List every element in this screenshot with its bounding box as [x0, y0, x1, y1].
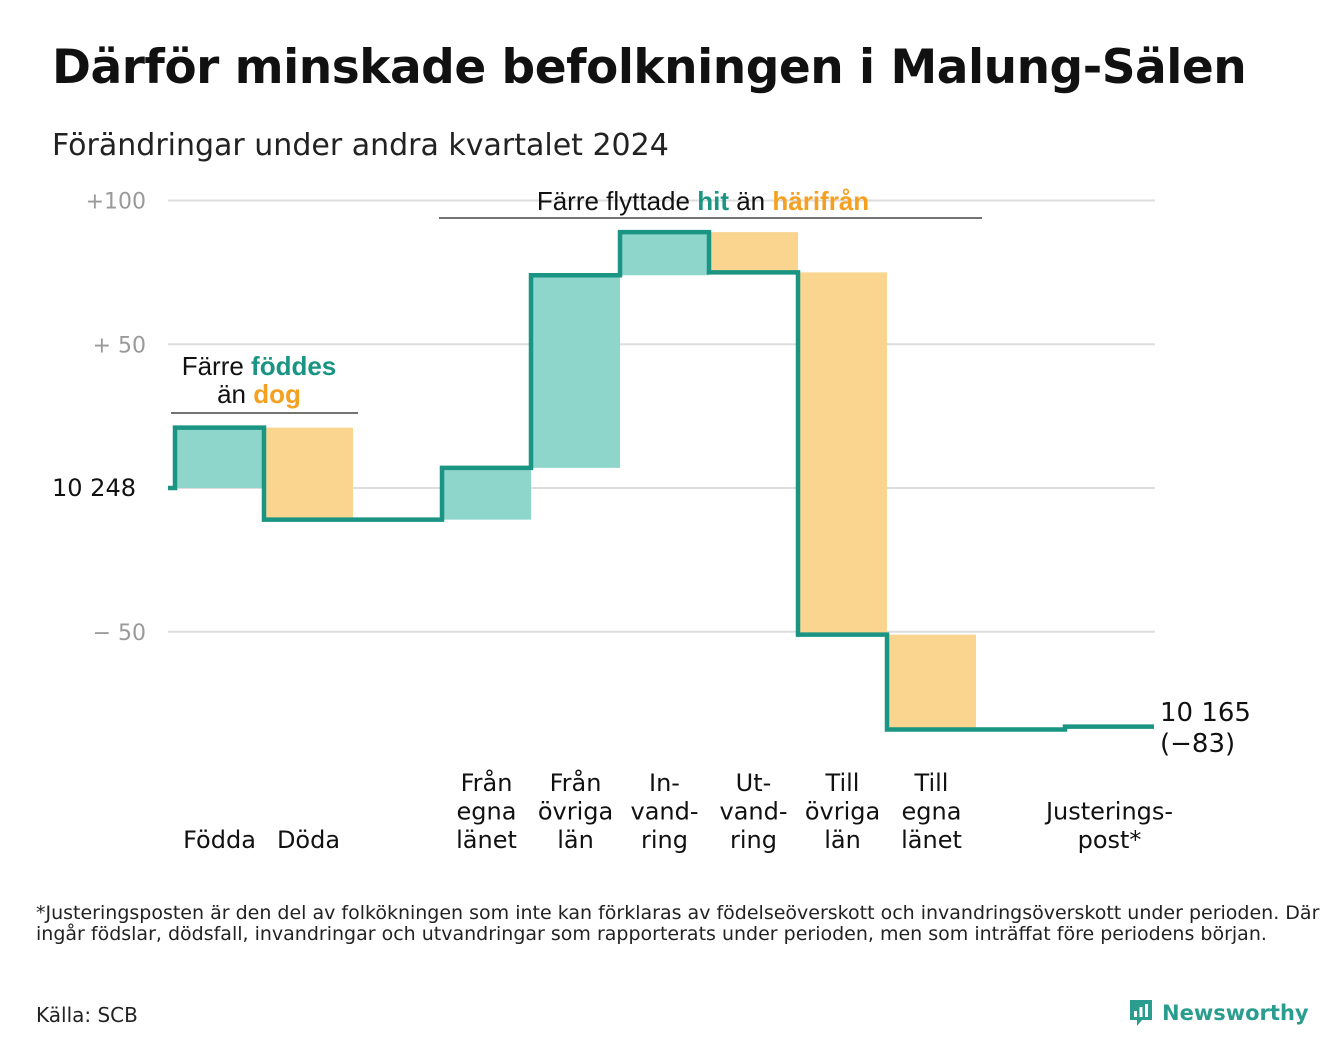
category-label: län: [824, 826, 861, 854]
category-label: länet: [456, 826, 517, 854]
annotation-word: hit: [697, 186, 729, 216]
category-label: Från: [550, 768, 602, 797]
annotation-word: föddes: [251, 351, 336, 381]
brand-name: Newsworthy: [1162, 1001, 1309, 1025]
chart-subtitle: Förändringar under andra kvartalet 2024: [52, 128, 669, 163]
category-label: vand-: [630, 798, 698, 826]
category-label: Ut-: [736, 769, 772, 797]
category-label: egna: [902, 798, 962, 826]
category-label: egna: [457, 798, 517, 826]
running-total-line: [168, 229, 1154, 732]
annotation-word: Färre: [182, 351, 251, 381]
inflow-bar: [531, 275, 620, 468]
net-change-label: (−83): [1160, 729, 1235, 759]
category-label: Födda: [183, 826, 256, 854]
y-tick-label: + 50: [93, 333, 146, 358]
category-label: övriga: [805, 798, 880, 826]
outflow-bar: [798, 272, 887, 635]
inflow-bar: [620, 232, 709, 276]
annotation-births-deaths-line2: än dog: [217, 379, 301, 409]
category-label: län: [557, 826, 594, 854]
annotation-word: dog: [253, 379, 301, 409]
inflow-bar: [442, 467, 531, 520]
outflow-bar: [264, 427, 353, 520]
footnote: *Justeringsposten är den del av folkökni…: [36, 902, 1320, 945]
annotation-word: än: [217, 379, 253, 409]
y-tick-label: +100: [86, 190, 146, 215]
outflow-bar: [887, 634, 976, 730]
annotation-word: härifrån: [772, 186, 869, 216]
category-label: ring: [730, 826, 777, 854]
inflow-bar: [175, 427, 264, 488]
brand: Newsworthy: [1128, 998, 1309, 1028]
category-label: Från: [461, 768, 513, 797]
category-label: In-: [649, 769, 680, 797]
category-label: Justerings-: [1044, 798, 1173, 826]
y-tick-label: − 50: [93, 621, 146, 646]
end-value-label: 10 165: [1160, 698, 1251, 728]
category-label: länet: [901, 826, 962, 854]
outflow-bar: [709, 232, 798, 273]
newsworthy-logo-icon: [1130, 1000, 1152, 1026]
category-label: övriga: [538, 798, 613, 826]
category-label: ring: [641, 826, 688, 854]
annotation-births-deaths: Färre föddes: [182, 351, 337, 381]
chart-title: Därför minskade befolkningen i Malung-Sä…: [52, 40, 1247, 95]
annotation-word: än: [729, 186, 772, 216]
start-value-label: 10 248: [52, 474, 136, 502]
category-label: post*: [1078, 826, 1142, 854]
annotation-word: Färre flyttade: [537, 186, 697, 216]
source-note: Källa: SCB: [36, 1003, 138, 1027]
category-label: Till: [825, 769, 860, 797]
category-label: Döda: [277, 826, 340, 854]
category-label: vand-: [719, 798, 787, 826]
annotation-migration: Färre flyttade hit än härifrån: [537, 186, 869, 216]
category-label: Till: [914, 769, 949, 797]
